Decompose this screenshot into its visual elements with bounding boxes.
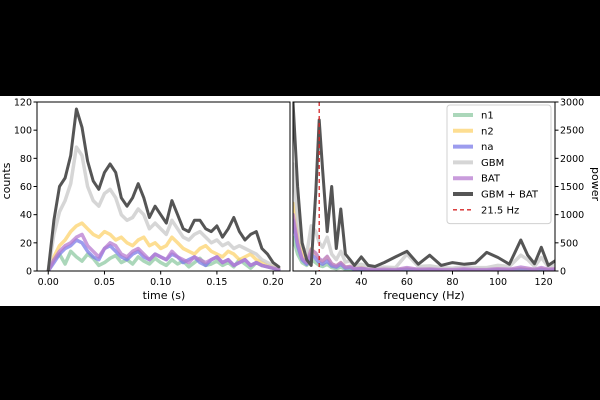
y-tick-label: 20 bbox=[20, 238, 32, 249]
series-line-gbm-bat bbox=[46, 107, 281, 271]
y-tick-label: 100 bbox=[14, 126, 32, 137]
y-tick-label: 60 bbox=[20, 182, 32, 193]
y-tick-label: 3000 bbox=[560, 98, 584, 109]
legend: n1 n2 na GBM BAT GBM + BAT 21.5 Hz bbox=[446, 104, 552, 225]
right-ylabel: power bbox=[589, 167, 600, 201]
y-tick-label: 1000 bbox=[560, 210, 584, 221]
x-tick-label: 120 bbox=[535, 277, 553, 288]
y-tick-label: 2000 bbox=[560, 154, 584, 165]
legend-label-bat: BAT bbox=[481, 174, 501, 185]
x-tick-label: 40 bbox=[355, 277, 367, 288]
series-line-bat bbox=[46, 232, 281, 271]
y-tick-label: 120 bbox=[14, 98, 32, 109]
right-chart: power frequency (Hz) 20 40 60 80 100 120 0 500 1… bbox=[292, 98, 600, 302]
x-tick-label: 0.15 bbox=[206, 277, 227, 288]
y-tick-label: 500 bbox=[560, 238, 578, 249]
legend-label-gbm: GBM bbox=[481, 158, 504, 169]
x-tick-label: 0.00 bbox=[38, 277, 59, 288]
x-tick-label: 0.20 bbox=[263, 277, 284, 288]
legend-label-n1: n1 bbox=[481, 111, 494, 122]
x-tick-label: 80 bbox=[446, 277, 458, 288]
right-xlabel: frequency (Hz) bbox=[383, 289, 464, 302]
x-tick-label: 60 bbox=[401, 277, 413, 288]
series-line-gbm bbox=[46, 145, 281, 271]
left-ylabel: counts bbox=[0, 162, 13, 199]
y-tick-label: 80 bbox=[20, 154, 32, 165]
y-tick-label: 2500 bbox=[560, 126, 584, 137]
x-tick-label: 0.05 bbox=[94, 277, 115, 288]
y-tick-label: 0 bbox=[560, 267, 566, 278]
y-tick-label: 40 bbox=[20, 210, 32, 221]
legend-label-gbm-bat: GBM + BAT bbox=[481, 190, 539, 201]
left-chart: counts time (s) 0.00 0.05 0.10 0.15 0.20 0 20 4… bbox=[0, 98, 291, 302]
series-line-n2 bbox=[46, 221, 281, 271]
figure-svg: counts time (s) 0.00 0.05 0.10 0.15 0.20 0 20 4… bbox=[0, 98, 600, 303]
x-tick-label: 20 bbox=[310, 277, 322, 288]
left-xlabel: time (s) bbox=[143, 289, 186, 302]
figure-panel: counts time (s) 0.00 0.05 0.10 0.15 0.20 0 20 4… bbox=[0, 96, 600, 306]
legend-label-n2: n2 bbox=[481, 126, 494, 137]
x-tick-label: 0.10 bbox=[150, 277, 171, 288]
series-group bbox=[46, 107, 281, 271]
y-tick-label: 0 bbox=[26, 267, 32, 278]
legend-label-na: na bbox=[481, 142, 493, 153]
series-line-gbm bbox=[293, 162, 555, 270]
x-tick-label: 100 bbox=[489, 277, 507, 288]
y-tick-label: 1500 bbox=[560, 182, 584, 193]
legend-label-21-5-hz: 21.5 Hz bbox=[481, 205, 519, 216]
